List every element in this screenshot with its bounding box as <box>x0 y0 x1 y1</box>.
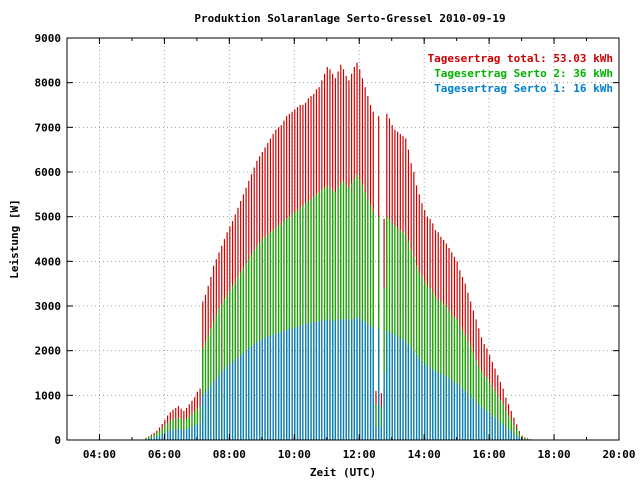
x-tick-label: 14:00 <box>408 448 441 461</box>
x-axis-label: Zeit (UTC) <box>310 466 376 479</box>
x-tick-label: 12:00 <box>343 448 376 461</box>
x-tick-label: 16:00 <box>473 448 506 461</box>
y-tick-label: 6000 <box>35 166 62 179</box>
legend: Tagesertrag total: 53.03 kWh Tagesertrag … <box>428 52 613 95</box>
y-tick-label: 8000 <box>35 77 62 90</box>
y-tick-label: 5000 <box>35 211 62 224</box>
y-tick-label: 1000 <box>35 389 62 402</box>
y-tick-label: 2000 <box>35 345 62 358</box>
y-tick-label: 9000 <box>35 32 62 45</box>
x-tick-label: 18:00 <box>537 448 570 461</box>
chart-title: Produktion Solaranlage Serto-Gressel 201… <box>194 12 505 25</box>
x-tick-label: 20:00 <box>602 448 635 461</box>
plot-frame <box>66 37 620 441</box>
y-axis-label: Leistung [W] <box>8 199 21 278</box>
series-2-bars <box>145 174 534 440</box>
y-tick-label: 4000 <box>35 255 62 268</box>
legend-entry: Tagesertrag total: 53.03 kWh <box>428 52 613 65</box>
legend-entry: Tagesertrag Serto 1: 16 kWh <box>434 82 613 95</box>
x-tick-label: 04:00 <box>83 448 116 461</box>
x-axis-ticks: 04:00 06:00 08:00 10:00 12:00 14:00 16:00 18:00… <box>66 38 636 461</box>
x-tick-label: 10:00 <box>278 448 311 461</box>
y-tick-label: 0 <box>54 434 61 447</box>
bars <box>145 62 534 440</box>
series-3-bars <box>145 317 534 440</box>
series-1-bars <box>145 62 534 440</box>
y-axis-ticks: 0 1000 2000 3000 4000 5000 6000 7000 8000 9000 <box>35 32 619 447</box>
y-tick-label: 7000 <box>35 121 62 134</box>
legend-entry: Tagesertrag Serto 2: 36 kWh <box>434 67 613 80</box>
x-tick-label: 06:00 <box>148 448 181 461</box>
y-tick-label: 3000 <box>35 300 62 313</box>
x-tick-label: 08:00 <box>213 448 246 461</box>
